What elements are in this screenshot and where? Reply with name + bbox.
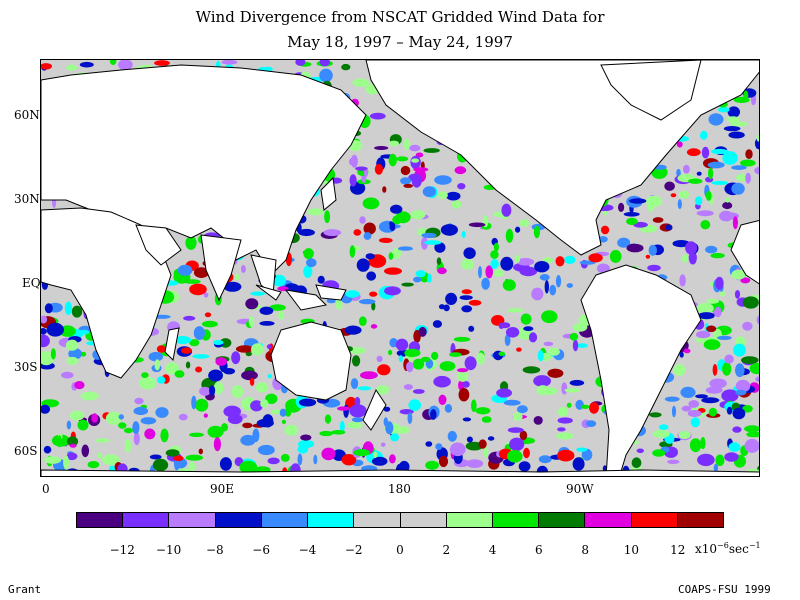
colorbar-tick-label: −10: [155, 543, 182, 557]
colorbar-tick-label: 2: [442, 543, 451, 557]
colorbar-tick-label: 10: [623, 543, 640, 557]
colorbar-swatch: [677, 513, 724, 527]
colorbar-tick-label: 4: [488, 543, 497, 557]
footer-author: Grant: [8, 583, 42, 596]
indonesia-2: [284, 289, 328, 311]
colorbar-swatch: [400, 513, 447, 527]
lon-label-90e: 90E: [210, 482, 235, 496]
greenland: [600, 60, 702, 121]
colorbar-tick-label: 6: [535, 543, 543, 557]
lon-label-90w: 90W: [566, 482, 594, 496]
colorbar-swatch: [215, 513, 262, 527]
lon-label-180: 180: [388, 482, 411, 496]
australia: [270, 321, 352, 401]
new-zealand: [362, 388, 387, 431]
arabia: [135, 224, 182, 266]
land-masses: [41, 60, 759, 476]
unit-exponent: −6: [717, 541, 729, 550]
colorbar-swatch: [492, 513, 540, 527]
unit-suffix: sec: [728, 542, 749, 556]
colorbar-swatch: [261, 513, 309, 527]
colorbar-swatch: [308, 513, 355, 527]
chart-title-line1: Wind Divergence from NSCAT Gridded Wind …: [195, 8, 605, 26]
colorbar-tick-label: 12: [670, 543, 686, 557]
lon-label-0: 0: [42, 482, 50, 496]
colorbar-tick-label: −12: [109, 543, 135, 557]
chart-title-line2: May 18, 1997 – May 24, 1997: [287, 33, 513, 51]
lat-label-60n: 60N: [14, 108, 40, 122]
new-guinea: [315, 284, 347, 301]
india: [200, 234, 242, 302]
africa: [41, 207, 172, 379]
indonesia-1: [255, 284, 282, 301]
colorbar-swatch: [585, 513, 632, 527]
colorbar-swatch: [539, 513, 586, 527]
divergence-map: [41, 60, 759, 476]
colorbar-tick-label: −6: [252, 543, 270, 557]
colorbar-tick-label: −2: [344, 543, 363, 557]
colorbar-swatch: [446, 513, 493, 527]
madagascar: [164, 327, 180, 362]
colorbar-tick-label: 8: [581, 543, 589, 557]
unit-base: x10: [695, 542, 718, 556]
japan: [320, 176, 337, 211]
colorbar-tick-label: −4: [298, 543, 317, 557]
south-america: [580, 264, 702, 476]
colorbar-swatch: [123, 513, 170, 527]
footer-credit: COAPS-FSU 1999: [678, 583, 771, 596]
africa-west: [730, 219, 759, 285]
antarctica-strip: [41, 469, 759, 476]
unit-suffix-exponent: −1: [748, 541, 761, 550]
colorbar-swatch: [631, 513, 678, 527]
map-frame: [40, 59, 760, 477]
lat-label-eq: EQ: [22, 276, 41, 290]
colorbar-swatch: [354, 513, 401, 527]
colorbar-tick-label: −8: [205, 543, 224, 557]
lat-label-30s: 30S: [14, 360, 38, 374]
lat-label-30n: 30N: [14, 192, 40, 206]
lat-label-60s: 60S: [14, 444, 38, 458]
colorbar: [76, 512, 724, 528]
colorbar-unit: x10−6sec−1: [695, 541, 761, 556]
colorbar-tick-label: 0: [396, 543, 404, 557]
colorbar-swatch: [169, 513, 216, 527]
colorbar-swatch: [77, 513, 124, 527]
